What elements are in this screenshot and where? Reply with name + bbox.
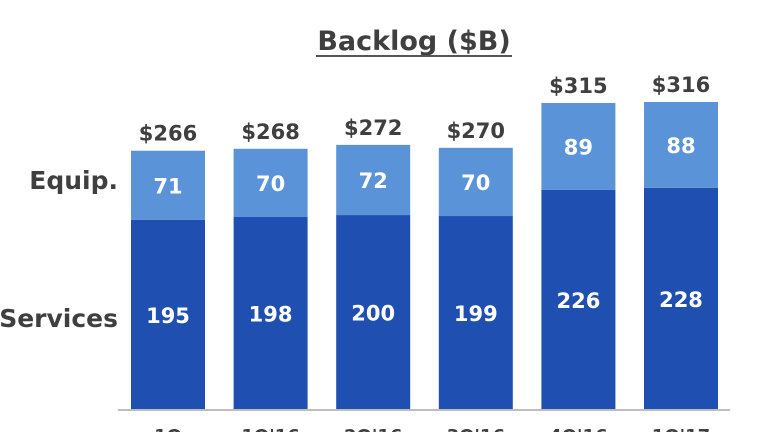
- bar-equip-1: [233, 148, 308, 218]
- chart-title: Backlog ($B): [317, 26, 510, 57]
- total-label-1: $268: [241, 120, 299, 144]
- bar-services-2: [336, 215, 411, 410]
- data-label-services-2: 200: [351, 302, 395, 326]
- bar-services-1: [233, 217, 308, 410]
- data-label-services-0: 195: [146, 304, 190, 328]
- bar-equip-2: [336, 144, 411, 216]
- bar-services-5: [644, 187, 718, 410]
- legend-label-services: Services: [0, 304, 118, 333]
- x-tick-label-1: 1Q'16: [241, 426, 299, 432]
- data-label-equip-1: 70: [256, 172, 285, 196]
- x-tick-label-2: 2Q'16: [344, 426, 402, 432]
- bar-equip-3: [438, 147, 513, 217]
- data-label-services-3: 199: [454, 302, 498, 326]
- total-label-2: $272: [344, 116, 402, 140]
- data-label-equip-3: 70: [461, 171, 490, 195]
- data-label-services-1: 198: [249, 303, 293, 327]
- x-tick-label-5: 1Q'17: [652, 426, 710, 432]
- data-label-services-4: 226: [556, 289, 600, 313]
- bar-services-3: [438, 216, 513, 410]
- total-label-0: $266: [139, 122, 197, 146]
- bar-equip-4: [541, 102, 616, 190]
- bar-services-4: [541, 189, 616, 410]
- bar-services-0: [131, 219, 205, 410]
- x-tick-label-4: 4Q'16: [549, 426, 607, 432]
- x-tick-label-3: 3Q'16: [447, 426, 505, 432]
- data-label-services-5: 228: [659, 288, 703, 312]
- data-label-equip-2: 72: [359, 169, 388, 193]
- data-label-equip-0: 71: [153, 174, 182, 198]
- total-label-4: $315: [549, 74, 607, 98]
- bar-equip-0: [131, 150, 205, 220]
- data-label-equip-5: 88: [666, 134, 695, 158]
- bars-group: 195 71 $266 1Q 198 70 $268 1Q'16 200 72 $272 2Q'16 1…: [131, 73, 718, 432]
- total-label-3: $270: [447, 119, 505, 143]
- data-label-equip-4: 89: [564, 135, 593, 159]
- legend-label-equip: Equip.: [29, 166, 118, 195]
- total-label-5: $316: [652, 73, 710, 97]
- bar-equip-5: [644, 102, 718, 188]
- x-tick-label-0: 1Q: [154, 426, 182, 432]
